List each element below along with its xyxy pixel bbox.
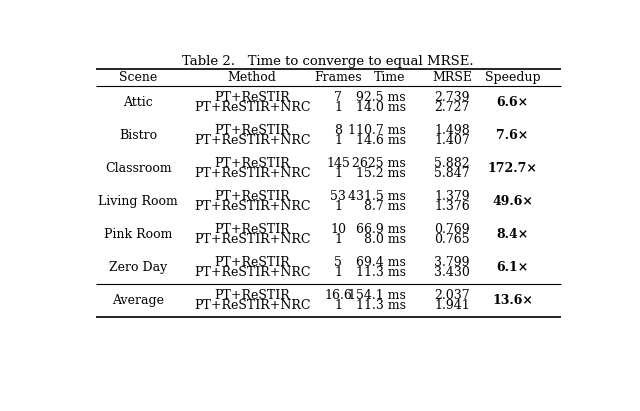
Text: MRSE: MRSE — [432, 72, 472, 84]
Text: 2.727: 2.727 — [435, 101, 470, 113]
Text: 1: 1 — [334, 299, 342, 312]
Text: Classroom: Classroom — [105, 162, 172, 175]
Text: Scene: Scene — [119, 72, 157, 84]
Text: Average: Average — [112, 294, 164, 307]
Text: 53: 53 — [330, 190, 346, 203]
Text: 1: 1 — [334, 200, 342, 213]
Text: PT+ReSTIR: PT+ReSTIR — [214, 223, 290, 236]
Text: 5.847: 5.847 — [434, 167, 470, 180]
Text: PT+ReSTIR+NRC: PT+ReSTIR+NRC — [194, 266, 310, 279]
Text: 1: 1 — [334, 134, 342, 147]
Text: Time: Time — [374, 72, 406, 84]
Text: 16.6: 16.6 — [324, 289, 352, 302]
Text: 7.6×: 7.6× — [497, 129, 529, 142]
Text: 11.3 ms: 11.3 ms — [355, 299, 406, 312]
Text: 172.7×: 172.7× — [488, 162, 538, 175]
Text: PT+ReSTIR: PT+ReSTIR — [214, 124, 290, 137]
Text: 10: 10 — [330, 223, 346, 236]
Text: 1.376: 1.376 — [434, 200, 470, 213]
Text: Bistro: Bistro — [119, 129, 157, 142]
Text: 6.6×: 6.6× — [497, 96, 529, 109]
Text: 5: 5 — [334, 256, 342, 269]
Text: 145: 145 — [326, 157, 350, 170]
Text: 1.498: 1.498 — [434, 124, 470, 137]
Text: PT+ReSTIR+NRC: PT+ReSTIR+NRC — [194, 233, 310, 246]
Text: 11.3 ms: 11.3 ms — [355, 266, 406, 279]
Text: 14.6 ms: 14.6 ms — [355, 134, 406, 147]
Text: PT+ReSTIR: PT+ReSTIR — [214, 90, 290, 104]
Text: 1: 1 — [334, 167, 342, 180]
Text: 14.0 ms: 14.0 ms — [355, 101, 406, 113]
Text: 1.407: 1.407 — [434, 134, 470, 147]
Text: 6.1×: 6.1× — [497, 261, 529, 274]
Text: 2625 ms: 2625 ms — [352, 157, 406, 170]
Text: Table 2.   Time to converge to equal MRSE.: Table 2. Time to converge to equal MRSE. — [182, 55, 474, 68]
Text: 2.037: 2.037 — [434, 289, 470, 302]
Text: 1: 1 — [334, 266, 342, 279]
Text: Method: Method — [228, 72, 276, 84]
Text: Pink Room: Pink Room — [104, 228, 172, 241]
Text: PT+ReSTIR: PT+ReSTIR — [214, 256, 290, 269]
Text: 1.379: 1.379 — [434, 190, 470, 203]
Text: PT+ReSTIR: PT+ReSTIR — [214, 289, 290, 302]
Text: 154.1 ms: 154.1 ms — [348, 289, 406, 302]
Text: 66.9 ms: 66.9 ms — [356, 223, 406, 236]
Text: 8.7 ms: 8.7 ms — [364, 200, 406, 213]
Text: 0.765: 0.765 — [434, 233, 470, 246]
Text: Frames: Frames — [314, 72, 362, 84]
Text: 69.4 ms: 69.4 ms — [356, 256, 406, 269]
Text: Living Room: Living Room — [99, 195, 178, 208]
Text: Speedup: Speedup — [484, 72, 540, 84]
Text: PT+ReSTIR+NRC: PT+ReSTIR+NRC — [194, 101, 310, 113]
Text: 8.4×: 8.4× — [497, 228, 529, 241]
Text: 1.941: 1.941 — [434, 299, 470, 312]
Text: 3.430: 3.430 — [434, 266, 470, 279]
Text: 1: 1 — [334, 233, 342, 246]
Text: Zero Day: Zero Day — [109, 261, 167, 274]
Text: 431.5 ms: 431.5 ms — [348, 190, 406, 203]
Text: 13.6×: 13.6× — [492, 294, 533, 307]
Text: Attic: Attic — [124, 96, 153, 109]
Text: PT+ReSTIR+NRC: PT+ReSTIR+NRC — [194, 200, 310, 213]
Text: PT+ReSTIR+NRC: PT+ReSTIR+NRC — [194, 134, 310, 147]
Text: PT+ReSTIR: PT+ReSTIR — [214, 190, 290, 203]
Text: 110.7 ms: 110.7 ms — [348, 124, 406, 137]
Text: 2.739: 2.739 — [435, 90, 470, 104]
Text: 0.769: 0.769 — [434, 223, 470, 236]
Text: PT+ReSTIR+NRC: PT+ReSTIR+NRC — [194, 167, 310, 180]
Text: 5.882: 5.882 — [434, 157, 470, 170]
Text: 8: 8 — [334, 124, 342, 137]
Text: PT+ReSTIR+NRC: PT+ReSTIR+NRC — [194, 299, 310, 312]
Text: 8.0 ms: 8.0 ms — [364, 233, 406, 246]
Text: 15.2 ms: 15.2 ms — [356, 167, 406, 180]
Text: 49.6×: 49.6× — [492, 195, 533, 208]
Text: 3.799: 3.799 — [435, 256, 470, 269]
Text: PT+ReSTIR: PT+ReSTIR — [214, 157, 290, 170]
Text: 1: 1 — [334, 101, 342, 113]
Text: 92.5 ms: 92.5 ms — [356, 90, 406, 104]
Text: 7: 7 — [334, 90, 342, 104]
